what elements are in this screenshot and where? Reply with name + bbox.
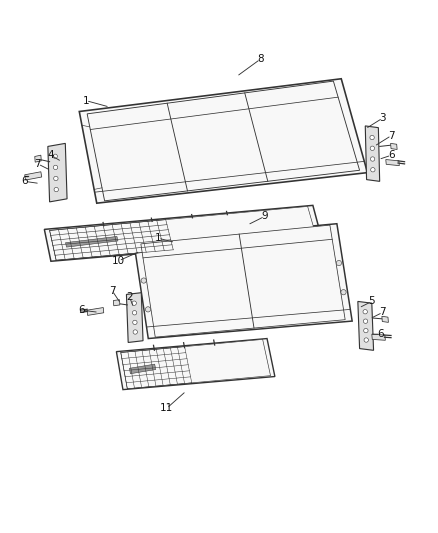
Text: 5: 5 bbox=[368, 296, 375, 306]
Circle shape bbox=[364, 328, 368, 333]
Polygon shape bbox=[87, 81, 360, 201]
Text: 7: 7 bbox=[35, 159, 41, 169]
Circle shape bbox=[53, 154, 57, 158]
Polygon shape bbox=[25, 172, 42, 180]
Polygon shape bbox=[129, 364, 156, 374]
Circle shape bbox=[364, 338, 368, 342]
Circle shape bbox=[141, 278, 146, 283]
Text: 2: 2 bbox=[126, 292, 133, 302]
Polygon shape bbox=[35, 155, 41, 162]
Polygon shape bbox=[386, 159, 399, 166]
Polygon shape bbox=[391, 143, 397, 149]
Polygon shape bbox=[48, 143, 67, 202]
Circle shape bbox=[370, 135, 374, 140]
Text: 1: 1 bbox=[82, 95, 89, 106]
Circle shape bbox=[54, 176, 58, 181]
Circle shape bbox=[371, 157, 375, 161]
Text: 7: 7 bbox=[388, 131, 395, 141]
Polygon shape bbox=[66, 237, 118, 247]
Circle shape bbox=[371, 167, 375, 172]
Text: 6: 6 bbox=[78, 305, 85, 315]
Circle shape bbox=[132, 311, 137, 315]
Circle shape bbox=[370, 146, 374, 150]
Text: 6: 6 bbox=[21, 176, 28, 187]
Polygon shape bbox=[372, 334, 385, 340]
Text: 3: 3 bbox=[379, 113, 386, 123]
Polygon shape bbox=[44, 205, 321, 261]
Polygon shape bbox=[141, 225, 345, 337]
Circle shape bbox=[363, 310, 367, 314]
Polygon shape bbox=[382, 316, 389, 322]
Polygon shape bbox=[49, 206, 316, 260]
Text: 4: 4 bbox=[48, 150, 54, 160]
Polygon shape bbox=[134, 224, 352, 338]
Circle shape bbox=[133, 330, 138, 334]
Text: 10: 10 bbox=[112, 256, 125, 266]
Polygon shape bbox=[87, 308, 104, 316]
Circle shape bbox=[133, 320, 137, 325]
Polygon shape bbox=[79, 79, 367, 203]
Text: 1: 1 bbox=[155, 233, 161, 243]
Polygon shape bbox=[365, 126, 380, 181]
Text: 11: 11 bbox=[160, 403, 173, 414]
Circle shape bbox=[364, 319, 368, 324]
Circle shape bbox=[341, 289, 346, 295]
Text: 9: 9 bbox=[261, 211, 268, 221]
Polygon shape bbox=[117, 338, 275, 390]
Circle shape bbox=[53, 165, 58, 169]
Polygon shape bbox=[113, 300, 120, 306]
Polygon shape bbox=[121, 340, 271, 389]
Text: 7: 7 bbox=[379, 308, 386, 317]
Text: 8: 8 bbox=[257, 54, 264, 64]
Circle shape bbox=[54, 188, 58, 192]
Text: 6: 6 bbox=[377, 329, 384, 339]
Circle shape bbox=[132, 301, 136, 305]
Circle shape bbox=[336, 261, 342, 265]
Polygon shape bbox=[127, 293, 143, 343]
Circle shape bbox=[145, 307, 151, 312]
Polygon shape bbox=[358, 302, 374, 350]
Text: 6: 6 bbox=[388, 150, 395, 160]
Text: 7: 7 bbox=[109, 286, 115, 295]
